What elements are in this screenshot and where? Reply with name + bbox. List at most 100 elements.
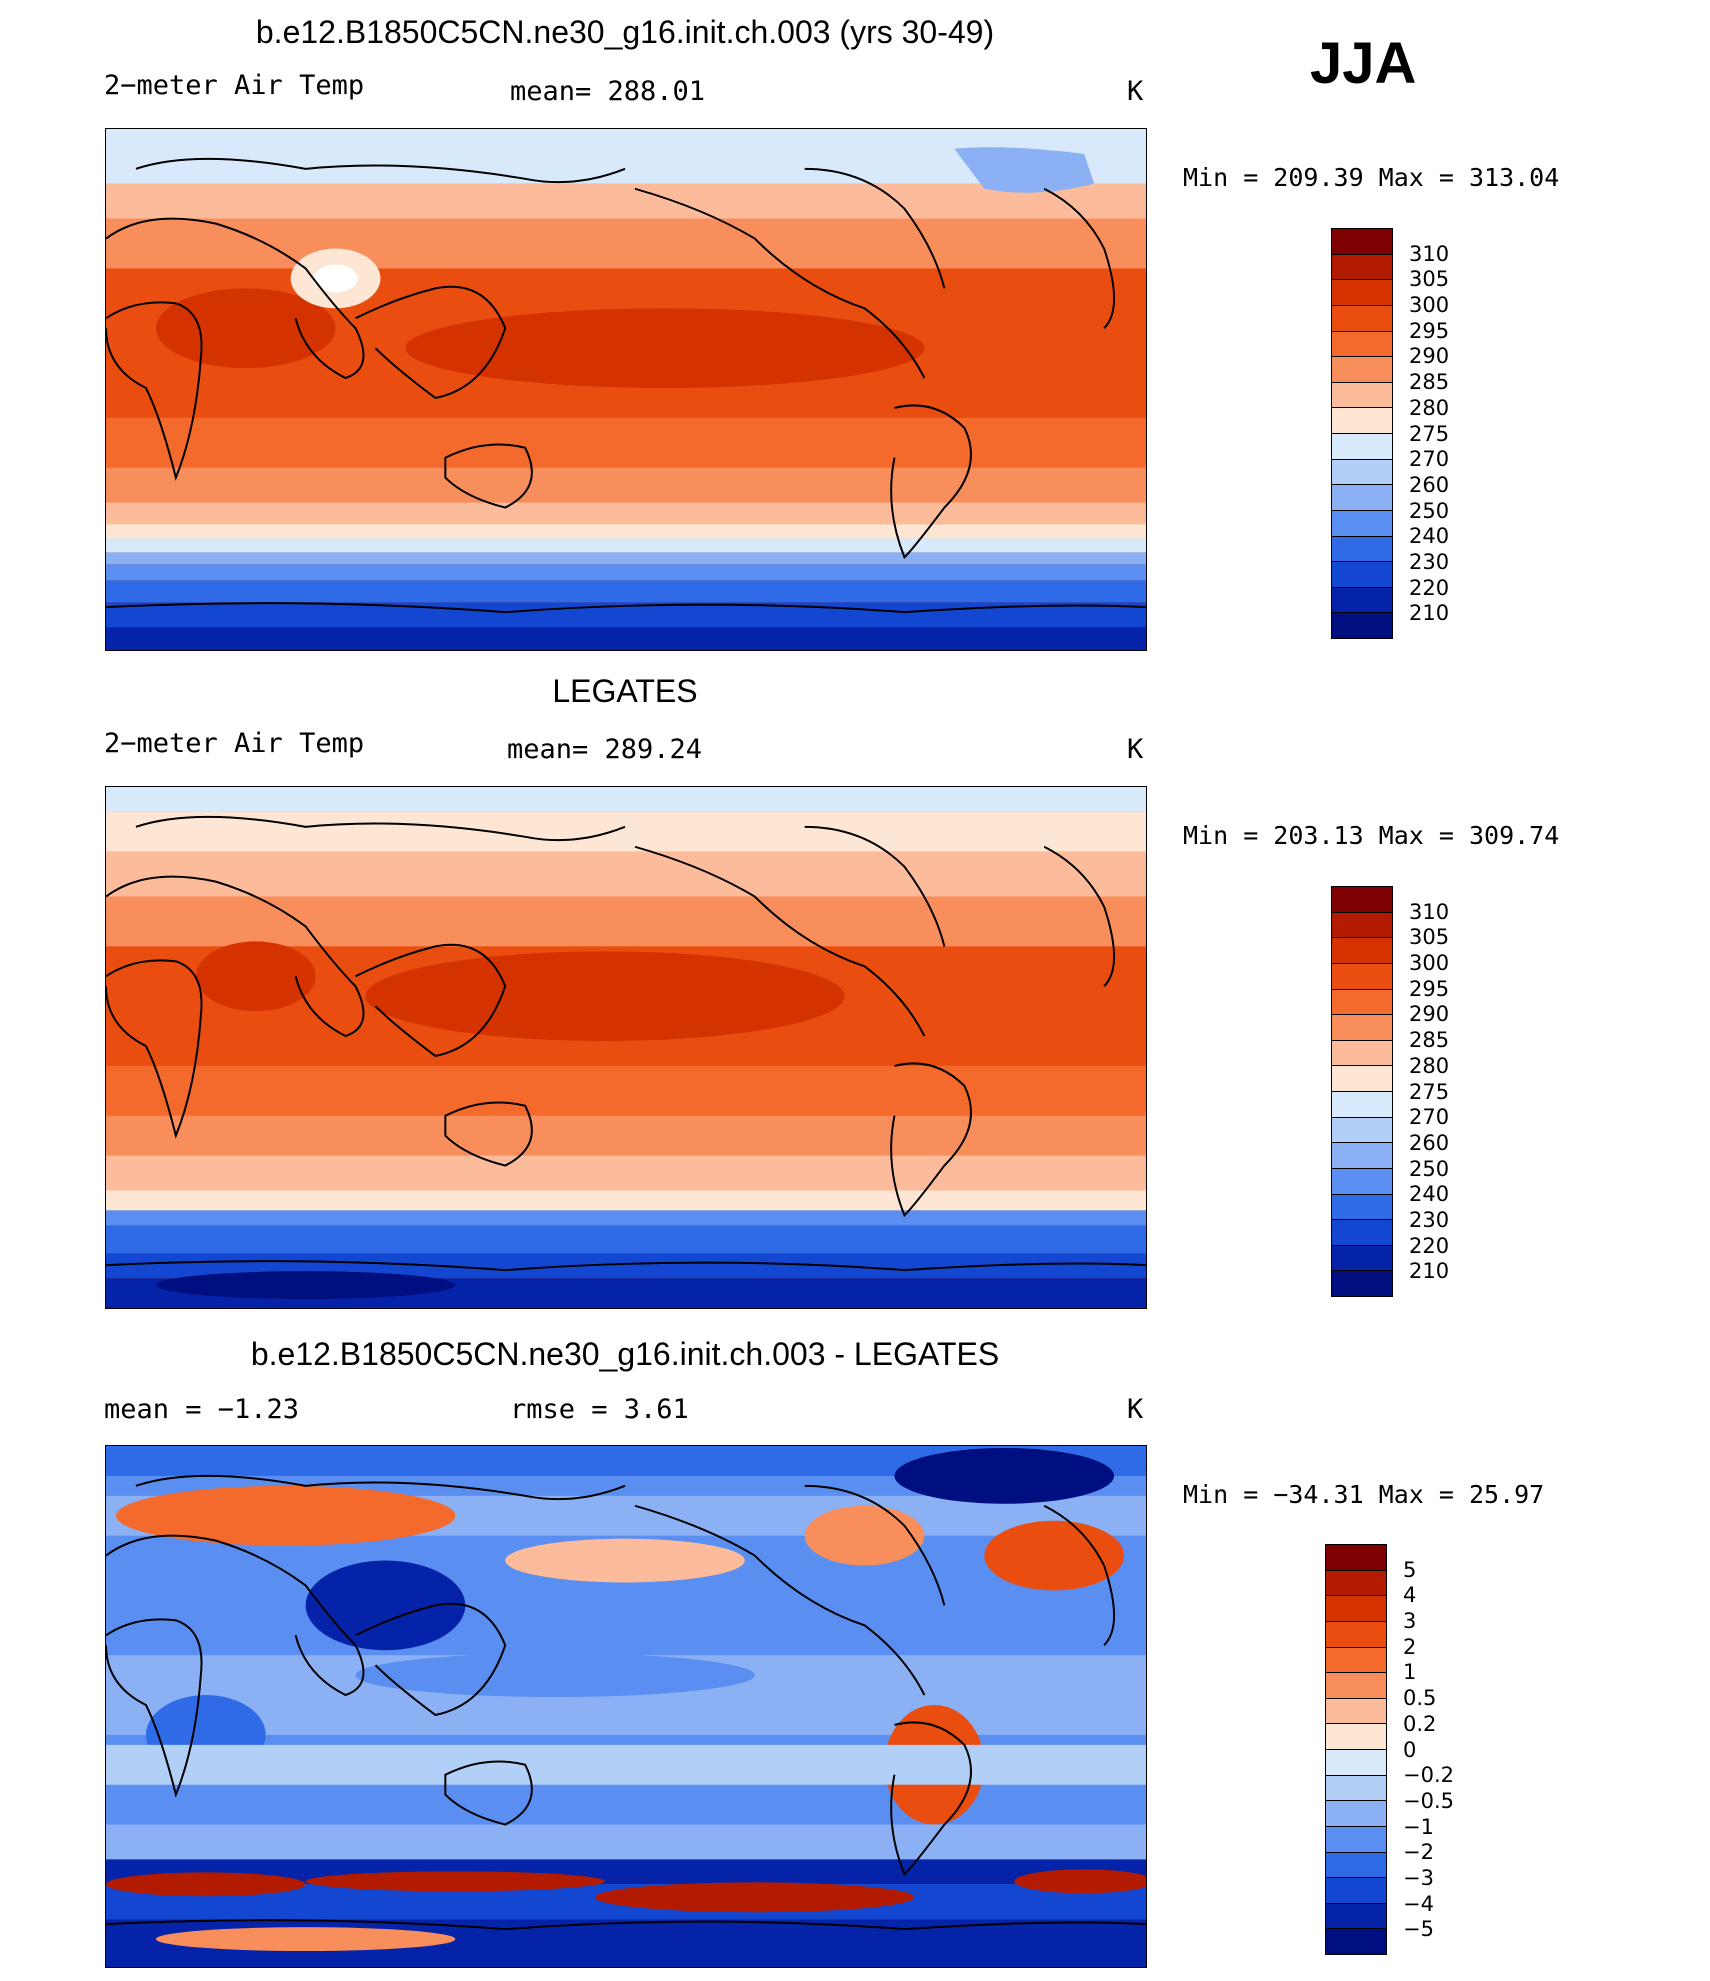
- colorbar-tick-label: 230: [1409, 1207, 1450, 1232]
- colorbar-segment: [1326, 1929, 1386, 1954]
- colorbar-tick-label: −1: [1403, 1814, 1434, 1839]
- colorbar-tick-label: 220: [1409, 1233, 1450, 1258]
- colorbar-tick-label: 220: [1409, 575, 1450, 600]
- panel-3-minmax: Min = −34.31 Max = 25.97: [1183, 1480, 1545, 1509]
- colorbar-segment: [1332, 1143, 1392, 1169]
- colorbar-tick-label: 2: [1403, 1634, 1417, 1659]
- colorbar-segment: [1332, 1271, 1392, 1296]
- colorbar-segment: [1332, 485, 1392, 511]
- colorbar-segment: [1332, 1015, 1392, 1041]
- colorbar-tick-label: −3: [1403, 1865, 1434, 1890]
- panel-2-variable-label: 2−meter Air Temp: [104, 728, 365, 759]
- colorbar-tick-label: 280: [1409, 395, 1450, 420]
- colorbar-tick-label: 275: [1409, 421, 1450, 446]
- colorbar-tick-label: 260: [1409, 1130, 1450, 1155]
- colorbar-tick-label: −0.2: [1403, 1763, 1454, 1788]
- colorbar-segment: [1332, 331, 1392, 358]
- colorbar-tick-label: 295: [1409, 976, 1450, 1001]
- colorbar-segment: [1332, 536, 1392, 563]
- colorbar-segment: [1332, 912, 1392, 939]
- colorbar-segment: [1332, 459, 1392, 486]
- colorbar-segment: [1332, 587, 1392, 614]
- panel-1-minmax: Min = 209.39 Max = 313.04: [1183, 163, 1560, 192]
- colorbar-tick-label: −0.5: [1403, 1788, 1454, 1813]
- colorbar-segment: [1332, 1040, 1392, 1067]
- colorbar-segment: [1326, 1826, 1386, 1853]
- colorbar-tick-label: 310: [1409, 899, 1450, 924]
- colorbar-segment: [1332, 408, 1392, 434]
- colorbar-segment: [1326, 1673, 1386, 1699]
- colorbar-segment: [1326, 1545, 1386, 1571]
- colorbar-segment: [1332, 1117, 1392, 1144]
- colorbar-tick-label: 280: [1409, 1053, 1450, 1078]
- colorbar-tick-label: 0.5: [1403, 1686, 1437, 1711]
- colorbar-segment: [1332, 963, 1392, 990]
- panel-1-colorbar: [1331, 228, 1393, 639]
- colorbar-segment: [1332, 887, 1392, 913]
- colorbar-tick-label: 1: [1403, 1660, 1417, 1685]
- panel-3-rmse-label: rmse = 3.61: [510, 1394, 689, 1425]
- colorbar-tick-label: 305: [1409, 925, 1450, 950]
- colorbar-segment: [1332, 229, 1392, 255]
- colorbar-tick-label: 250: [1409, 1156, 1450, 1181]
- panel-1-map: [105, 128, 1147, 651]
- colorbar-segment: [1332, 1194, 1392, 1221]
- colorbar-segment: [1326, 1852, 1386, 1879]
- panel-3-units: K: [1127, 1394, 1144, 1425]
- colorbar-tick-label: 305: [1409, 267, 1450, 292]
- colorbar-segment: [1332, 1092, 1392, 1118]
- colorbar-tick-label: 240: [1409, 524, 1450, 549]
- colorbar-segment: [1332, 254, 1392, 281]
- panel-2-mean-label: mean= 289.24: [507, 734, 703, 765]
- colorbar-tick-label: 300: [1409, 293, 1450, 318]
- colorbar-tick-label: 0: [1403, 1737, 1417, 1762]
- colorbar-tick-label: 285: [1409, 370, 1450, 395]
- colorbar-segment: [1332, 1168, 1392, 1195]
- colorbar-segment: [1332, 989, 1392, 1016]
- panel-1-units: K: [1127, 76, 1144, 107]
- colorbar-segment: [1326, 1621, 1386, 1648]
- colorbar-tick-label: −4: [1403, 1891, 1434, 1916]
- colorbar-tick-label: 270: [1409, 447, 1450, 472]
- panel-3-title: b.e12.B1850C5CN.ne30_g16.init.ch.003 - L…: [250, 1336, 1000, 1372]
- colorbar-tick-label: 310: [1409, 241, 1450, 266]
- colorbar-segment: [1326, 1750, 1386, 1776]
- colorbar-tick-label: 270: [1409, 1105, 1450, 1130]
- colorbar-tick-label: 5: [1403, 1557, 1417, 1582]
- panel-1-title: b.e12.B1850C5CN.ne30_g16.init.ch.003 (yr…: [255, 14, 995, 50]
- panel-2-units: K: [1127, 734, 1144, 765]
- colorbar-segment: [1326, 1647, 1386, 1674]
- colorbar-segment: [1332, 434, 1392, 460]
- colorbar-tick-label: 230: [1409, 549, 1450, 574]
- colorbar-tick-label: 300: [1409, 951, 1450, 976]
- colorbar-tick-label: 210: [1409, 1259, 1450, 1284]
- panel-2-minmax: Min = 203.13 Max = 309.74: [1183, 821, 1560, 850]
- colorbar-tick-label: 240: [1409, 1182, 1450, 1207]
- colorbar-tick-label: 285: [1409, 1028, 1450, 1053]
- colorbar-segment: [1332, 382, 1392, 409]
- colorbar-segment: [1326, 1878, 1386, 1904]
- colorbar-segment: [1326, 1775, 1386, 1802]
- colorbar-tick-label: −5: [1403, 1917, 1434, 1942]
- colorbar-tick-label: 210: [1409, 601, 1450, 626]
- season-label: JJA: [1310, 31, 1417, 96]
- colorbar-segment: [1332, 357, 1392, 383]
- colorbar-segment: [1332, 1066, 1392, 1092]
- colorbar-segment: [1332, 305, 1392, 332]
- colorbar-segment: [1326, 1903, 1386, 1930]
- panel-1-mean-label: mean= 288.01: [510, 76, 706, 107]
- colorbar-segment: [1326, 1698, 1386, 1725]
- colorbar-segment: [1326, 1570, 1386, 1597]
- colorbar-tick-label: −2: [1403, 1840, 1434, 1865]
- colorbar-segment: [1332, 280, 1392, 306]
- colorbar-tick-label: 260: [1409, 472, 1450, 497]
- colorbar-tick-label: 0.2: [1403, 1711, 1437, 1736]
- panel-3-map: [105, 1445, 1147, 1968]
- colorbar-tick-label: 290: [1409, 344, 1450, 369]
- colorbar-tick-label: 295: [1409, 318, 1450, 343]
- colorbar-tick-label: 4: [1403, 1583, 1417, 1608]
- panel-1-variable-label: 2−meter Air Temp: [104, 70, 365, 101]
- panel-2-map: [105, 786, 1147, 1309]
- colorbar-segment: [1326, 1724, 1386, 1750]
- panel-2-colorbar: [1331, 886, 1393, 1297]
